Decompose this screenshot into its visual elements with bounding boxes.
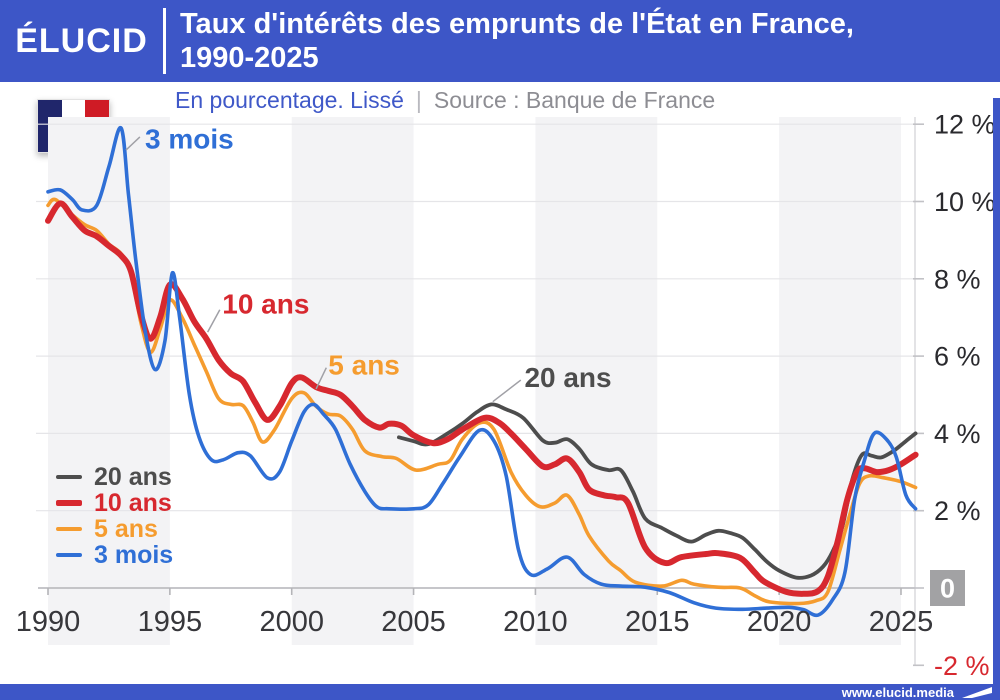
x-axis-label: 2000: [259, 606, 324, 638]
x-axis-label: 2010: [503, 606, 568, 638]
page-title-line1: Taux d'intérêts des emprunts de l'État e…: [180, 8, 854, 40]
x-axis-label: 1995: [138, 606, 203, 638]
annotation-connector: [492, 379, 522, 403]
annotation-connector: [206, 309, 221, 333]
x-axis-label: 2015: [625, 606, 690, 638]
footer-bar: www.elucid.media: [0, 684, 1000, 700]
series-line-3-mois: [46, 126, 918, 618]
x-axis-label: 2005: [381, 606, 446, 638]
series-annotation-20-ans: 20 ans: [524, 362, 611, 393]
background-band: [535, 117, 658, 645]
header-divider: [163, 8, 166, 74]
footer-url: www.elucid.media: [841, 685, 954, 700]
chart-legend: 20 ans 10 ans 5 ans 3 mois: [56, 464, 173, 568]
y-axis-label: 2 %: [934, 496, 981, 526]
y-axis-label: 4 %: [934, 419, 981, 449]
subtitle-separator: |: [415, 87, 422, 113]
background-band: [779, 117, 901, 645]
y-axis-label: 6 %: [934, 342, 981, 372]
legend-item-3-mois: 3 mois: [56, 542, 173, 568]
x-axis-label: 1990: [16, 606, 81, 638]
legend-dash-icon: [56, 527, 82, 531]
y-axis-label: -2 %: [934, 651, 990, 681]
annotation-connector: [315, 367, 327, 390]
page-title-line2: 1990-2025: [180, 42, 319, 74]
legend-dash-icon: [56, 475, 82, 479]
legend-dash-icon: [56, 553, 82, 557]
right-border-stripe: [993, 98, 1000, 684]
subtitle-measure: En pourcentage. Lissé: [175, 87, 404, 113]
chart-bands: [48, 117, 901, 645]
x-axis-label: 2020: [747, 606, 812, 638]
y-axis-label: 8 %: [934, 264, 981, 294]
series-annotation-3-mois: 3 mois: [145, 124, 234, 155]
x-axis-label: 2025: [869, 606, 934, 638]
elucid-logo: ÉLUCID: [15, 21, 148, 60]
series-annotation-5-ans: 5 ans: [328, 349, 400, 380]
series-line-5-ans: [46, 197, 918, 606]
chart-annotations: 3 mois 10 ans 5 ans 20 ans: [125, 124, 612, 403]
header: ÉLUCID Taux d'intérêts des emprunts de l…: [0, 0, 1000, 82]
legend-dash-icon: [56, 500, 82, 506]
subtitle-source: Source : Banque de France: [433, 87, 716, 113]
legend-item-20-ans: 20 ans: [56, 464, 173, 490]
y-axis-label: 10 %: [934, 187, 996, 217]
annotation-connector: [125, 136, 141, 151]
y-axis-label-zero: 0: [940, 574, 955, 604]
legend-item-10-ans: 10 ans: [56, 490, 173, 516]
y-axis-labels: 12 % 10 % 8 % 6 % 4 % 2 % 0 -2 %: [930, 110, 996, 681]
y-axis-label: 12 %: [934, 110, 996, 140]
legend-label: 3 mois: [94, 541, 174, 569]
background-band: [48, 117, 170, 645]
chart-subtitle: En pourcentage. Lissé | Source : Banque de…: [175, 84, 975, 116]
chart-series: [45, 126, 919, 618]
zero-label-box: [930, 570, 965, 606]
x-axis-labels: 1990 1995 2000 2005 2010 2015 2020 2025: [16, 606, 934, 638]
page-title: Taux d'intérêts des emprunts de l'État e…: [180, 7, 990, 75]
legend-label: 20 ans: [94, 463, 172, 491]
legend-label: 5 ans: [94, 515, 158, 543]
series-annotation-10-ans: 10 ans: [222, 289, 309, 320]
elucid-flag-icon: [962, 687, 992, 698]
legend-item-5-ans: 5 ans: [56, 516, 173, 542]
legend-label: 10 ans: [94, 489, 172, 517]
